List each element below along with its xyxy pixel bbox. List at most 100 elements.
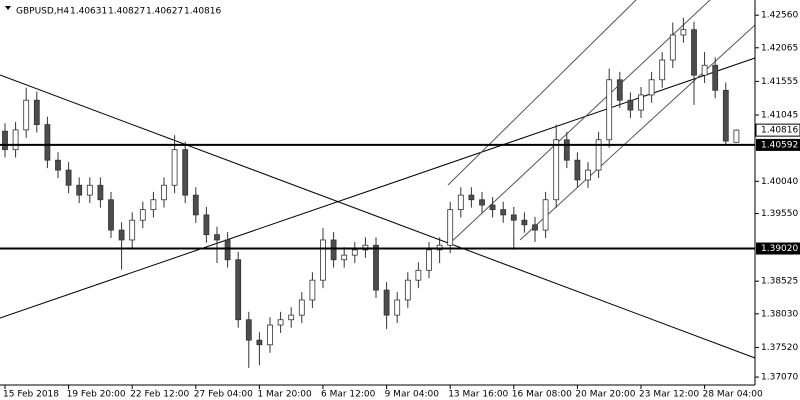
- candle-body: [139, 209, 146, 221]
- candle-body: [129, 219, 136, 241]
- candle-body: [447, 209, 454, 246]
- candle-body: [76, 184, 83, 196]
- candle-body: [267, 324, 273, 346]
- candle-body: [627, 99, 634, 111]
- candle-body: [479, 199, 485, 206]
- candle-body: [235, 259, 242, 321]
- candle-body: [118, 229, 125, 241]
- level-label: 1.40592: [761, 140, 798, 150]
- close-value: 1.40816: [184, 7, 221, 17]
- candle-body: [532, 224, 538, 231]
- x-tick-label: 19 Feb 20:00: [67, 390, 126, 400]
- y-tick-label: 1.42065: [761, 43, 798, 53]
- y-tick-label: 1.41555: [761, 77, 798, 87]
- level-label-box: [756, 138, 800, 151]
- candle-body: [415, 269, 422, 281]
- candle-body: [373, 244, 379, 291]
- candle-body: [457, 194, 464, 211]
- x-tick-label: 23 Mar 12:00: [639, 390, 699, 400]
- candle-body: [680, 29, 687, 36]
- y-tick-label: 1.41045: [761, 111, 798, 121]
- x-tick-label: 9 Mar 04:00: [385, 390, 440, 400]
- candle-body: [86, 184, 93, 196]
- candle-body: [542, 199, 549, 231]
- candle-body: [23, 99, 30, 131]
- candle-body: [383, 289, 390, 316]
- x-tick-label: 1 Mar 20:00: [257, 390, 312, 400]
- candle-body: [489, 204, 496, 211]
- menu-arrow[interactable]: [5, 6, 11, 10]
- candle-body: [553, 139, 560, 201]
- x-tick-label: 20 Mar 20:00: [575, 390, 635, 400]
- candle-body: [341, 254, 348, 261]
- candle-body: [521, 219, 528, 226]
- candle-body: [616, 79, 623, 101]
- channel-line: [447, 0, 711, 246]
- candle-body: [468, 194, 475, 201]
- x-tick-label: 16 Mar 08:00: [512, 390, 572, 400]
- candle-body: [330, 239, 337, 261]
- price-label-box: [755, 123, 800, 137]
- candle-body: [309, 279, 316, 301]
- symbol: GBPUSD,H4: [16, 7, 69, 17]
- x-tick-label: 27 Feb 04:00: [194, 390, 253, 400]
- price-label: 1.40816: [761, 126, 798, 136]
- candle-body: [500, 209, 507, 216]
- candle-body: [288, 314, 295, 321]
- candle-body: [394, 299, 401, 316]
- candle-body: [256, 339, 263, 346]
- candle-body: [426, 249, 432, 271]
- candle-body: [638, 94, 644, 111]
- candle-body: [44, 124, 51, 161]
- open-value: 1.40631: [70, 7, 107, 17]
- x-tick-label: 15 Feb 2018: [3, 390, 59, 400]
- channel-line: [447, 0, 637, 186]
- x-tick-label: 22 Feb 12:00: [130, 390, 189, 400]
- candle-body: [510, 214, 517, 221]
- y-tick-label: 1.40040: [761, 177, 798, 187]
- candle-body: [97, 184, 104, 201]
- candle-body: [722, 89, 729, 142]
- candle-body: [277, 319, 284, 326]
- candle-body: [214, 234, 220, 241]
- candle-body: [691, 29, 697, 76]
- x-tick-label: 13 Mar 16:00: [448, 390, 508, 400]
- candle-body: [563, 139, 570, 161]
- y-tick-label: 1.37520: [761, 343, 798, 353]
- candle-body: [65, 169, 72, 186]
- y-tick-label: 1.38525: [761, 277, 798, 287]
- y-tick-label: 1.37070: [761, 373, 798, 383]
- candle-body: [182, 149, 189, 196]
- candle-body: [659, 59, 666, 81]
- candle-body: [404, 279, 411, 301]
- candle-body: [669, 34, 676, 61]
- candle-body: [192, 194, 199, 216]
- candle-body: [733, 129, 740, 143]
- x-tick-label: 28 Mar 04:00: [703, 390, 763, 400]
- level-label: 1.39020: [761, 244, 798, 254]
- candle-body: [574, 159, 581, 181]
- candle-body: [351, 249, 358, 256]
- candle-body: [648, 79, 655, 96]
- candle-body: [245, 319, 252, 341]
- candle-body: [606, 79, 613, 141]
- candle-body: [33, 99, 40, 125]
- x-tick-label: 6 Mar 12:00: [321, 390, 376, 400]
- level-label-box: [756, 242, 800, 255]
- low-value: 1.40627: [146, 7, 183, 17]
- candle-body: [224, 239, 231, 261]
- candle-body: [701, 64, 708, 76]
- candle-body: [595, 139, 602, 171]
- candle-body: [298, 299, 305, 316]
- channel-line: [519, 24, 756, 241]
- candle-body: [150, 199, 157, 211]
- candle-body: [12, 129, 19, 151]
- candle-body: [712, 64, 719, 91]
- candle-body: [2, 130, 8, 151]
- candle-body: [203, 214, 210, 236]
- candle-body: [108, 199, 114, 231]
- y-tick-label: 1.39550: [761, 209, 798, 219]
- high-value: 1.40827: [108, 7, 145, 17]
